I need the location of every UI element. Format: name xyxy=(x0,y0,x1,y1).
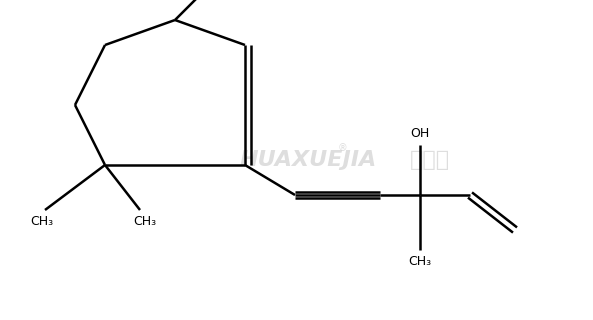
Text: CH₃: CH₃ xyxy=(409,255,432,268)
Text: OH: OH xyxy=(410,127,429,140)
Text: ®: ® xyxy=(338,143,347,153)
Text: CH₃: CH₃ xyxy=(133,215,157,228)
Text: 化学加: 化学加 xyxy=(410,150,450,170)
Text: CH₃: CH₃ xyxy=(30,215,53,228)
Text: HUAXUEJIA: HUAXUEJIA xyxy=(240,150,377,170)
